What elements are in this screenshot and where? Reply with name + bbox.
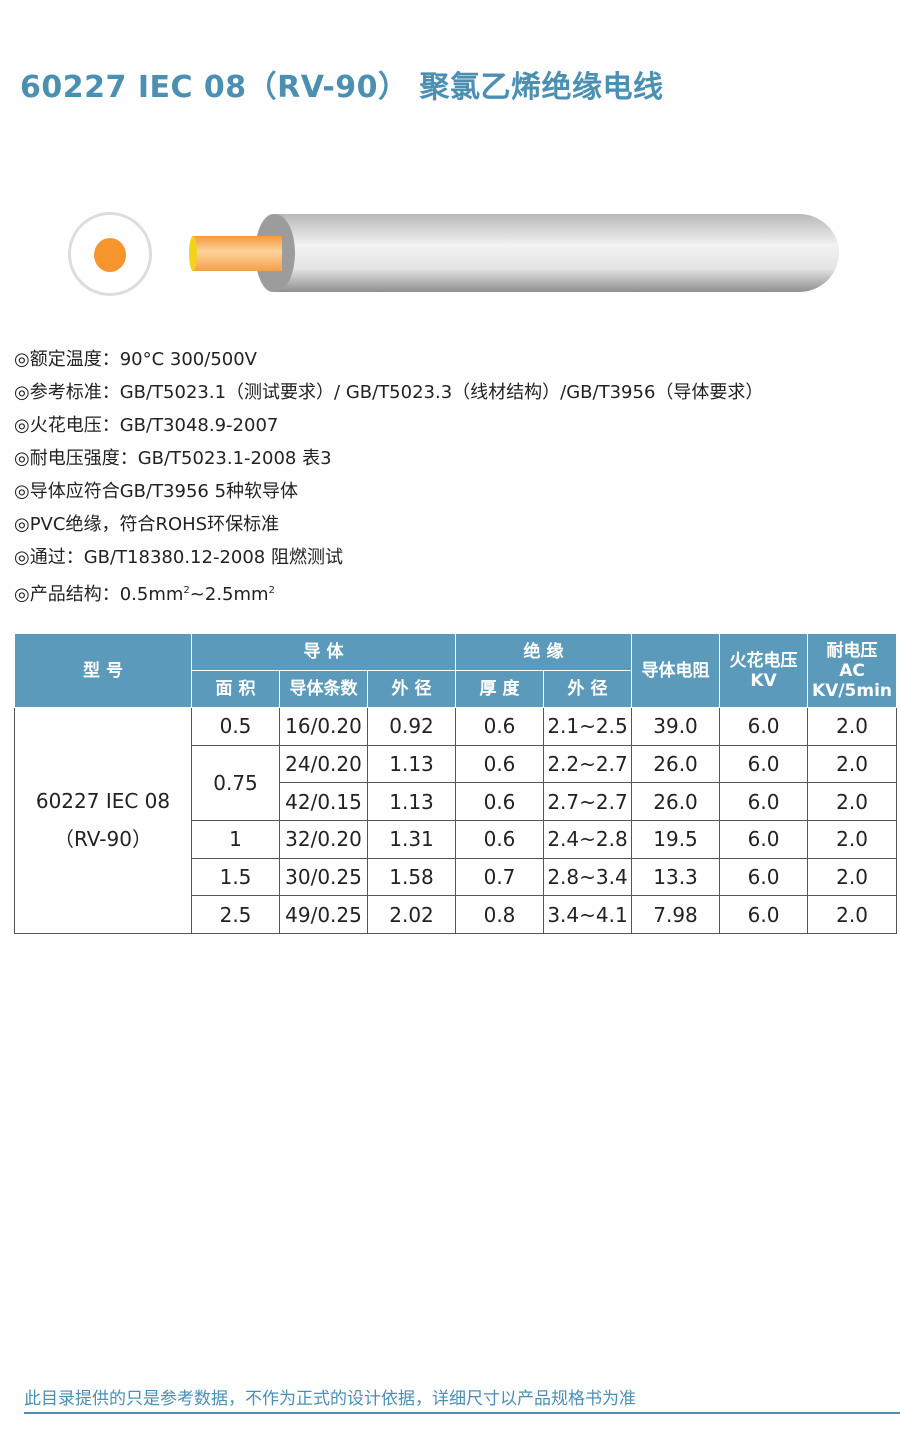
header-spark-voltage: 火花电压 KV: [719, 633, 809, 708]
header-text: AC: [839, 660, 865, 681]
header-withstand-voltage: 耐电压 AC KV/5min: [807, 633, 898, 708]
cell-od: 1.13: [367, 782, 456, 822]
header-model: 型 号: [14, 633, 192, 708]
cell-ins_od: 2.2~2.7: [542, 744, 633, 784]
cable-image: [255, 214, 839, 292]
spec-table: 型 号 导 体 绝 缘 导体电阻 火花电压 KV 耐电压 AC KV/5min 面 积…: [14, 633, 898, 935]
cell-thick: 0.6: [455, 820, 544, 859]
cell-wv: 2.0: [807, 857, 898, 897]
cell-res: 19.5: [631, 820, 721, 859]
header-text: KV: [750, 670, 777, 691]
cell-strands: 30/0.25: [279, 857, 368, 897]
cell-res: 39.0: [631, 707, 721, 746]
cell-area: 0.75: [191, 744, 280, 822]
spec-item: ◎火花电压：GB/T3048.9-2007: [14, 415, 279, 436]
cell-thick: 0.6: [455, 707, 544, 746]
header-text: 耐电压: [826, 640, 878, 661]
cell-ins_od: 2.7~2.7: [542, 782, 633, 822]
page-title: 60227 IEC 08（RV-90） 聚氯乙烯绝缘电线: [20, 70, 664, 105]
spec-item: ◎额定温度：90°C 300/500V: [14, 349, 257, 370]
cell-wv: 2.0: [807, 895, 898, 935]
spec-item-structure: ◎产品结构：0.5mm2~2.5mm2: [14, 574, 763, 611]
header-text: KV/5min: [812, 680, 893, 701]
cell-res: 7.98: [631, 895, 721, 935]
table-row: 1.5 30/0.25 1.58 0.7 2.8~3.4 13.3 6.0 2.0: [15, 857, 898, 897]
header-insulation: 绝 缘: [454, 633, 633, 671]
cell-ins_od: 2.4~2.8: [542, 820, 633, 859]
cell-thick: 0.7: [455, 857, 544, 897]
cell-ins_od: 2.8~3.4: [542, 857, 633, 897]
header-conductor: 导 体: [191, 633, 456, 671]
model-name: 60227 IEC 08: [35, 789, 171, 814]
superscript: 2: [268, 585, 275, 596]
cell-spark: 6.0: [719, 782, 809, 822]
cell-area: 0.5: [191, 707, 280, 746]
cell-od: 1.58: [367, 857, 456, 897]
cell-area: 2.5: [191, 895, 280, 935]
cell-spark: 6.0: [719, 707, 809, 746]
header-text: 火花电压: [729, 650, 798, 671]
footer-note: 此目录提供的只是参考数据，不作为正式的设计依据，详细尺寸以产品规格书为准: [24, 1389, 636, 1409]
header-strands: 导体条数: [279, 670, 368, 708]
spec-text: ◎产品结构：0.5mm: [14, 584, 184, 605]
cell-strands: 42/0.15: [279, 782, 368, 822]
cell-thick: 0.6: [455, 782, 544, 822]
cell-strands: 16/0.20: [279, 707, 368, 746]
spec-text: ~2.5mm: [189, 584, 269, 605]
conductor-tip: [189, 236, 197, 271]
cell-spark: 6.0: [719, 820, 809, 859]
cable-cross-section-image: [68, 212, 152, 296]
cell-ins_od: 3.4~4.1: [542, 895, 633, 935]
cell-ins_od: 2.1~2.5: [542, 707, 633, 746]
cell-strands: 24/0.20: [279, 744, 368, 784]
cell-area: 1: [191, 820, 280, 859]
footer-divider: [24, 1412, 900, 1414]
header-area: 面 积: [191, 670, 280, 708]
header-thickness: 厚 度: [455, 670, 544, 708]
cell-od: 1.31: [367, 820, 456, 859]
cell-spark: 6.0: [719, 744, 809, 784]
superscript: 2: [183, 585, 190, 596]
table-row: 60227 IEC 08 （RV-90） 0.5 16/0.20 0.92 0.6 2.1~…: [14, 706, 898, 935]
cell-strands: 32/0.20: [279, 820, 368, 859]
conductor-core: [94, 238, 126, 272]
spec-item: ◎耐电压强度：GB/T5023.1-2008 表3: [14, 448, 332, 469]
cell-thick: 0.8: [455, 895, 544, 935]
cell-area: 1.5: [191, 857, 280, 897]
cell-spark: 6.0: [719, 857, 809, 897]
table-row: 0.75 24/0.20 1.13 0.6 2.2~2.7 26.0 6.0 2.0: [15, 744, 898, 822]
cell-od: 0.92: [367, 707, 456, 746]
header-insulation-od: 外 径: [542, 670, 633, 708]
cell-od: 1.13: [367, 744, 456, 784]
cell-od: 2.02: [367, 895, 456, 935]
spec-list: ◎额定温度：90°C 300/500V ◎参考标准：GB/T5023.1（测试要…: [14, 343, 763, 611]
spec-item: ◎参考标准：GB/T5023.1（测试要求）/ GB/T5023.3（线材结构）…: [14, 382, 764, 403]
cell-wv: 2.0: [807, 782, 898, 822]
cell-wv: 2.0: [807, 744, 898, 784]
spec-item: ◎导体应符合GB/T3956 5种软导体: [14, 481, 299, 502]
cell-thick: 0.6: [455, 744, 544, 784]
cell-res: 26.0: [631, 782, 721, 822]
cell-wv: 2.0: [807, 820, 898, 859]
cell-res: 13.3: [631, 857, 721, 897]
cell-res: 26.0: [631, 744, 721, 784]
table-row: 2.5 49/0.25 2.02 0.8 3.4~4.1 7.98 6.0 2.0: [15, 895, 898, 935]
cell-wv: 2.0: [807, 707, 898, 746]
table-row: 1 32/0.20 1.31 0.6 2.4~2.8 19.5 6.0 2.0: [15, 820, 898, 859]
model-code: （RV-90）: [54, 827, 152, 852]
spec-item: ◎PVC绝缘，符合ROHS环保标准: [14, 514, 280, 535]
cell-spark: 6.0: [719, 895, 809, 935]
table-row: 42/0.15 1.13 0.6 2.7~2.7 26.0 6.0 2.0: [15, 782, 898, 822]
conductor-image: [192, 236, 282, 271]
spec-item: ◎通过：GB/T18380.12-2008 阻燃测试: [14, 547, 343, 568]
header-resistance: 导体电阻: [631, 633, 721, 708]
cell-strands: 49/0.25: [279, 895, 368, 935]
model-cell: 60227 IEC 08 （RV-90）: [14, 706, 192, 935]
header-conductor-od: 外 径: [367, 670, 456, 708]
